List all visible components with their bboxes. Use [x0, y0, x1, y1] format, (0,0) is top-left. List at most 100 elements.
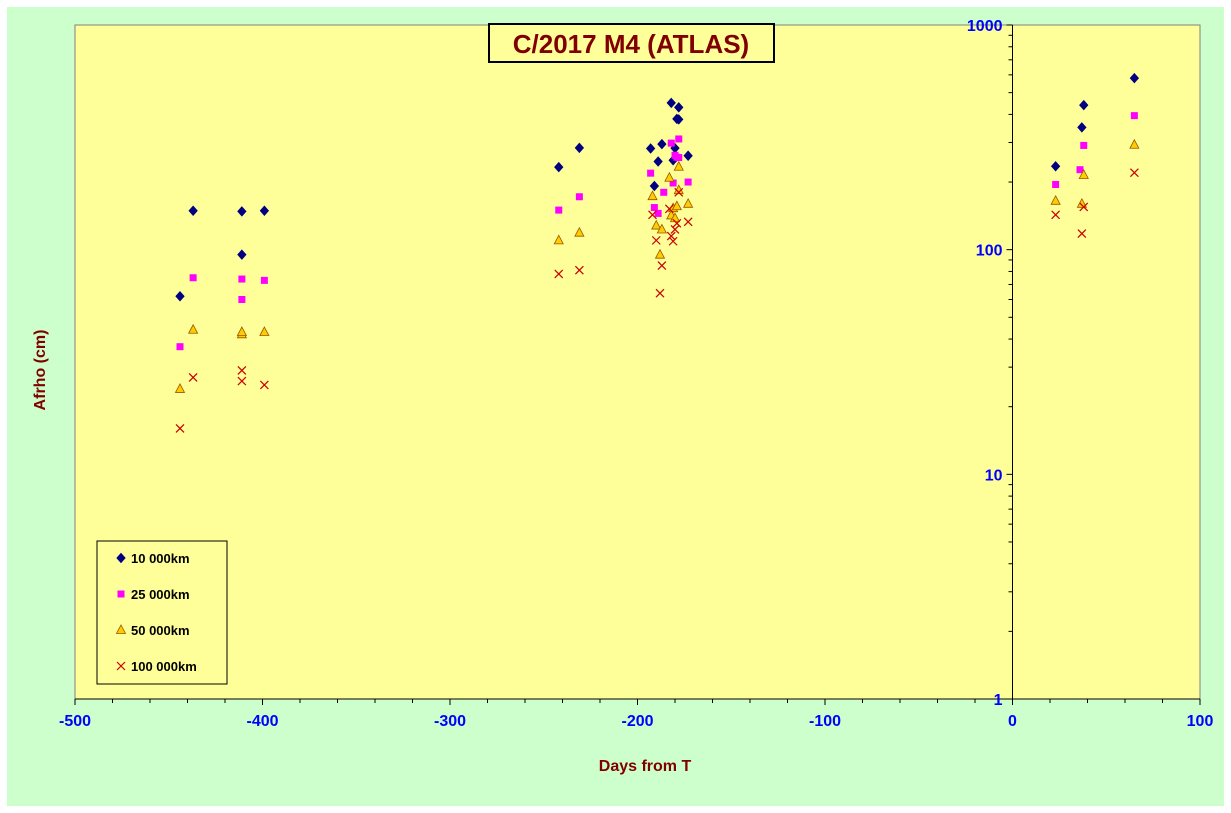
- data-point: [188, 372, 198, 382]
- data-point: [1050, 194, 1061, 205]
- data-point: [674, 102, 684, 113]
- data-point: [647, 190, 658, 201]
- x-tick-label: -200: [621, 713, 653, 730]
- data-point: [666, 97, 676, 109]
- data-point: [259, 326, 270, 336]
- x-tick-label: -300: [434, 713, 466, 730]
- chart-title-box: C/2017 M4 (ATLAS): [488, 23, 775, 63]
- series-0: [175, 72, 1140, 302]
- data-point: [189, 274, 197, 282]
- data-point: [175, 424, 185, 433]
- y-tick-label: 100: [976, 243, 1003, 260]
- data-point: [660, 188, 668, 196]
- data-point: [657, 261, 667, 270]
- y-tick-label: 10: [985, 467, 1003, 484]
- legend-label: 10 000km: [131, 551, 190, 566]
- data-point: [1130, 112, 1138, 120]
- data-point: [1051, 210, 1061, 220]
- series-3: [175, 168, 1139, 433]
- data-point: [187, 323, 199, 334]
- legend-marker: [116, 552, 126, 564]
- data-point: [554, 269, 564, 279]
- data-point: [555, 206, 563, 214]
- data-point: [649, 180, 660, 192]
- data-point: [674, 114, 684, 125]
- data-point: [176, 343, 184, 351]
- data-point: [174, 383, 186, 393]
- data-point: [554, 161, 564, 173]
- data-point: [1077, 229, 1087, 238]
- data-point: [655, 288, 665, 298]
- data-point: [238, 275, 246, 283]
- data-point: [674, 187, 684, 197]
- data-point: [575, 193, 583, 201]
- data-points: [174, 72, 1140, 433]
- data-point: [238, 296, 246, 304]
- data-point: [237, 249, 247, 260]
- data-point: [657, 138, 667, 150]
- data-point: [666, 231, 676, 241]
- data-point: [653, 156, 663, 167]
- data-point: [1129, 138, 1140, 149]
- x-tick-label: -500: [59, 713, 91, 730]
- data-point: [645, 143, 656, 154]
- afrho-chart: -500 -400 -300 -200 -100 0 100 1 10 100 1000 C/201…: [32, 18, 1213, 775]
- chart-title: C/2017 M4 (ATLAS): [513, 29, 749, 59]
- data-point: [237, 206, 247, 217]
- data-point: [684, 178, 692, 186]
- data-point: [259, 380, 269, 390]
- legend-label: 50 000km: [131, 623, 190, 638]
- data-point: [1079, 202, 1089, 212]
- data-point: [574, 265, 584, 275]
- data-point: [1079, 99, 1089, 111]
- data-point: [553, 234, 564, 245]
- data-point: [672, 218, 682, 228]
- legend-marker: [115, 624, 127, 634]
- legend: 10 000km 25 000km 50 000km 100 000km: [96, 540, 228, 685]
- data-point: [188, 205, 198, 217]
- data-point: [668, 236, 678, 246]
- data-point: [1050, 161, 1061, 172]
- y-axis-title: Afrho (cm): [32, 330, 49, 411]
- data-point: [664, 171, 675, 182]
- data-point: [675, 135, 683, 143]
- data-point: [651, 235, 661, 245]
- data-point: [1129, 168, 1139, 178]
- x-axis-title: Days from T: [599, 758, 692, 775]
- data-point: [654, 209, 662, 217]
- x-tick-label: -400: [246, 713, 278, 730]
- data-point: [664, 204, 674, 214]
- data-point: [682, 197, 694, 208]
- data-point: [260, 276, 268, 284]
- data-point: [1129, 72, 1140, 84]
- data-point: [236, 326, 248, 336]
- data-point: [1076, 166, 1084, 174]
- data-point: [673, 160, 684, 171]
- data-point: [683, 217, 693, 227]
- data-point: [1080, 141, 1088, 149]
- data-point: [650, 204, 658, 212]
- data-point: [574, 142, 585, 154]
- chart-area: -500 -400 -300 -200 -100 0 100 1 10 100 1000 C/201…: [7, 7, 1224, 806]
- data-point: [1077, 122, 1087, 133]
- legend-marker: [117, 590, 125, 598]
- plot-area: [74, 24, 1201, 700]
- data-point: [259, 205, 270, 217]
- x-tick-label: 0: [1008, 713, 1017, 730]
- data-point: [651, 219, 662, 230]
- series-1: [176, 112, 1138, 351]
- data-point: [237, 366, 247, 375]
- data-point: [175, 291, 185, 302]
- axes: -500 -400 -300 -200 -100 0 100 1 10 100 1000: [59, 18, 1213, 730]
- legend-label: 25 000km: [131, 587, 190, 602]
- data-point: [670, 225, 680, 234]
- data-point: [656, 223, 668, 234]
- data-point: [648, 210, 657, 220]
- y-tick-label: 1000: [967, 18, 1003, 35]
- data-point: [647, 169, 655, 177]
- x-tick-label: 100: [1187, 713, 1214, 730]
- data-point: [675, 154, 683, 162]
- data-point: [671, 200, 683, 211]
- data-point: [574, 226, 585, 237]
- data-point: [1052, 181, 1060, 189]
